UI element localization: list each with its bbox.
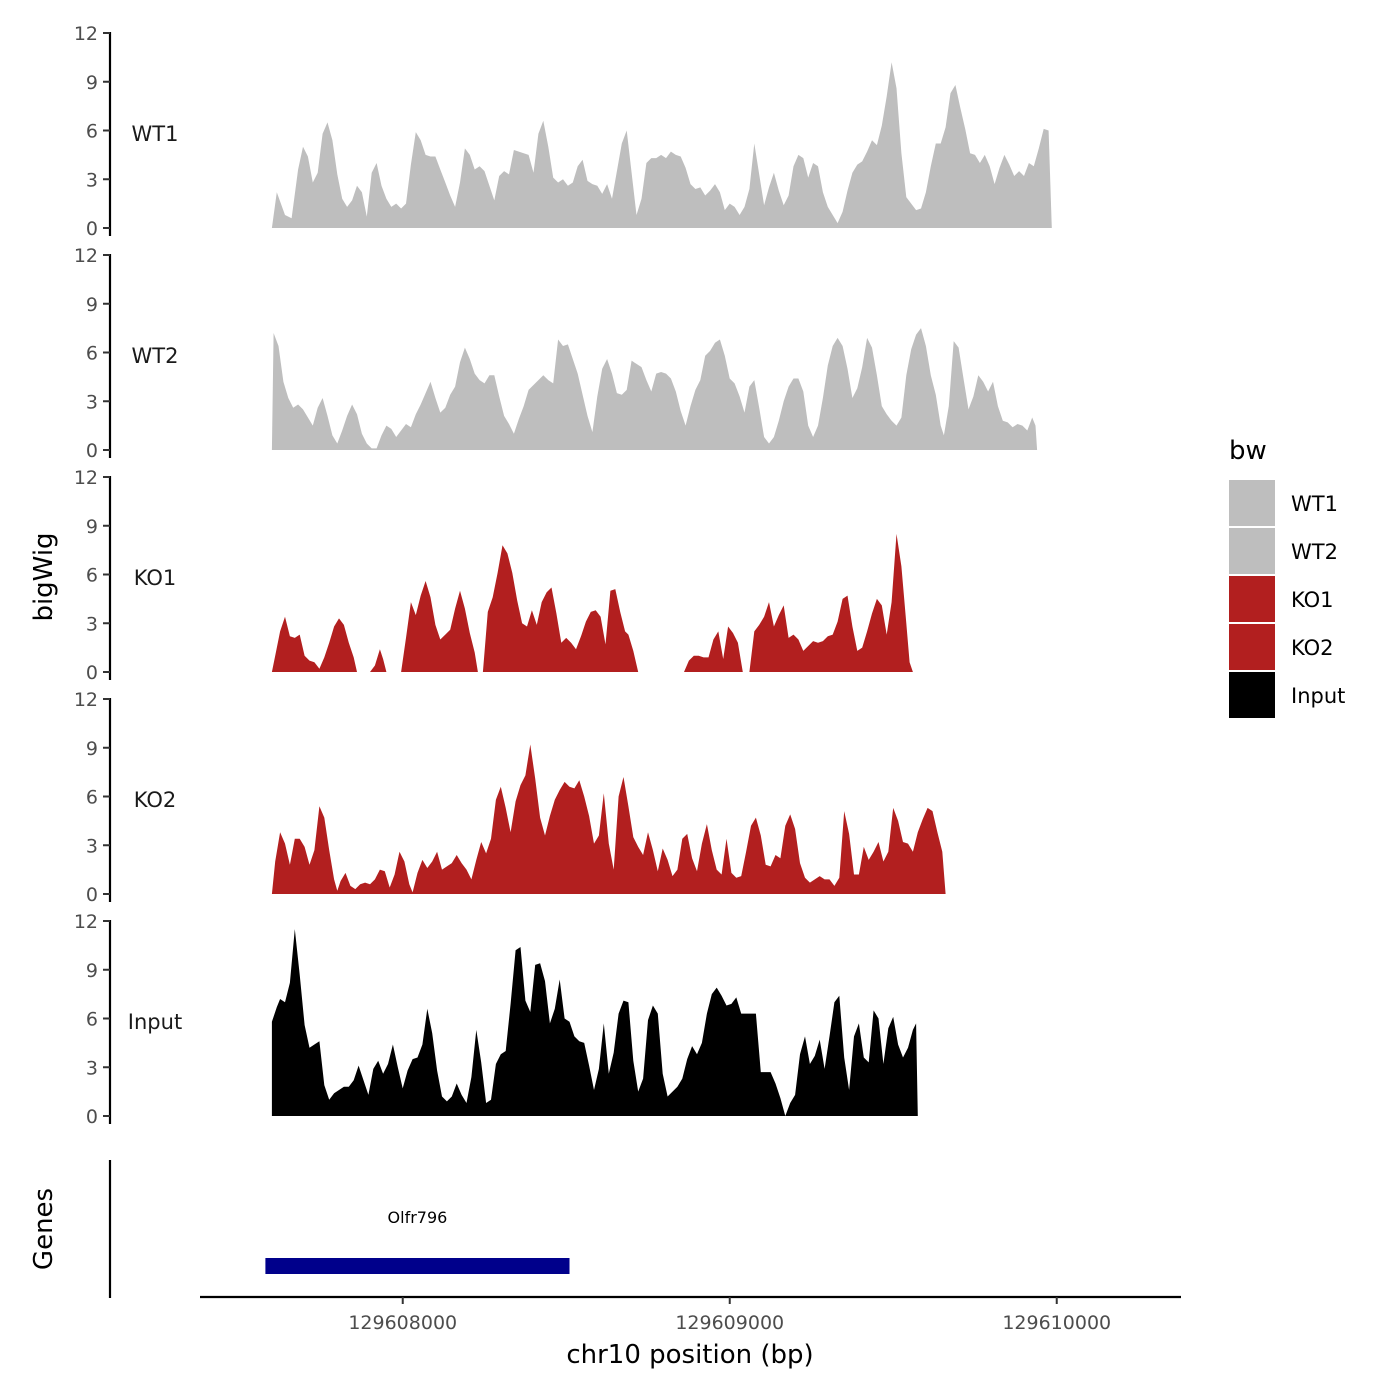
gene-bar: [265, 1258, 570, 1274]
y-tick-label: 6: [86, 1009, 98, 1031]
legend: bw WT1 WT2 KO1 KO2 Input: [1229, 436, 1345, 718]
legend-key-input: [1229, 672, 1275, 718]
y-tick-label: 0: [86, 218, 98, 240]
y-tick-label: 3: [86, 169, 98, 191]
legend-key-ko2: [1229, 624, 1275, 670]
y-tick-label: 6: [86, 343, 98, 365]
track-label: Input: [128, 1010, 182, 1034]
track-label: KO2: [134, 788, 177, 812]
track-label: KO1: [134, 566, 177, 590]
y-tick-label: 3: [86, 1057, 98, 1079]
track-label: WT1: [132, 122, 179, 146]
track-area-ko2: [271, 744, 946, 894]
y-tick-label: 6: [86, 565, 98, 587]
track-label: WT2: [132, 344, 179, 368]
x-tick-label: 129609000: [675, 1312, 784, 1334]
track-area-wt2: [271, 328, 1038, 450]
track-ko2: 0 3 6 9 12 KO2: [74, 689, 946, 906]
legend-key-wt1: [1229, 480, 1275, 526]
track-wt2: 0 3 6 9 12 WT2: [74, 245, 1038, 462]
y-tick-label: 0: [86, 1106, 98, 1128]
legend-label-wt1: WT1: [1291, 492, 1338, 516]
legend-key-ko1: [1229, 576, 1275, 622]
track-area-wt1: [271, 62, 1052, 228]
genes-axis-title: Genes: [29, 1188, 59, 1270]
y-tick-label: 6: [86, 787, 98, 809]
y-axis-title: bigWig: [29, 532, 59, 621]
x-axis: 129608000 129609000 129610000: [200, 1295, 1181, 1334]
y-tick-label: 0: [86, 884, 98, 906]
y-tick-label: 9: [86, 72, 98, 94]
y-tick-label: 12: [74, 245, 98, 267]
track-area-input: [271, 929, 918, 1116]
legend-label-wt2: WT2: [1291, 540, 1338, 564]
legend-title: bw: [1229, 436, 1267, 466]
y-tick-label: 9: [86, 738, 98, 760]
track-ko1: 0 3 6 9 12 KO1: [74, 467, 913, 684]
x-axis-title: chr10 position (bp): [566, 1340, 813, 1370]
x-tick-label: 129608000: [348, 1312, 457, 1334]
y-tick-label: 3: [86, 613, 98, 635]
legend-key-wt2: [1229, 528, 1275, 574]
tracks-layer: 0 3 6 9 12 WT1 0 3 6 9 12 WT2 0 3 6 9 12 KO1 0 3 6 9 12 KO2 0 3 6 9…: [74, 23, 1052, 1128]
y-tick-label: 12: [74, 467, 98, 489]
track-wt1: 0 3 6 9 12 WT1: [74, 23, 1052, 240]
legend-label-input: Input: [1291, 684, 1345, 708]
genes-layer: Olfr796: [108, 1160, 570, 1298]
y-tick-label: 12: [74, 23, 98, 45]
y-tick-label: 0: [86, 662, 98, 684]
y-tick-label: 9: [86, 294, 98, 316]
gene-label: Olfr796: [388, 1208, 448, 1227]
y-tick-label: 12: [74, 689, 98, 711]
y-tick-label: 0: [86, 440, 98, 462]
track-area-ko1: [271, 533, 913, 672]
y-tick-label: 3: [86, 835, 98, 857]
track-input: 0 3 6 9 12 Input: [74, 911, 918, 1128]
y-tick-label: 9: [86, 516, 98, 538]
x-tick-label: 129610000: [1002, 1312, 1111, 1334]
y-tick-label: 3: [86, 391, 98, 413]
legend-label-ko1: KO1: [1291, 588, 1334, 612]
y-tick-label: 9: [86, 960, 98, 982]
legend-label-ko2: KO2: [1291, 636, 1334, 660]
y-tick-label: 12: [74, 911, 98, 933]
y-tick-label: 6: [86, 121, 98, 143]
